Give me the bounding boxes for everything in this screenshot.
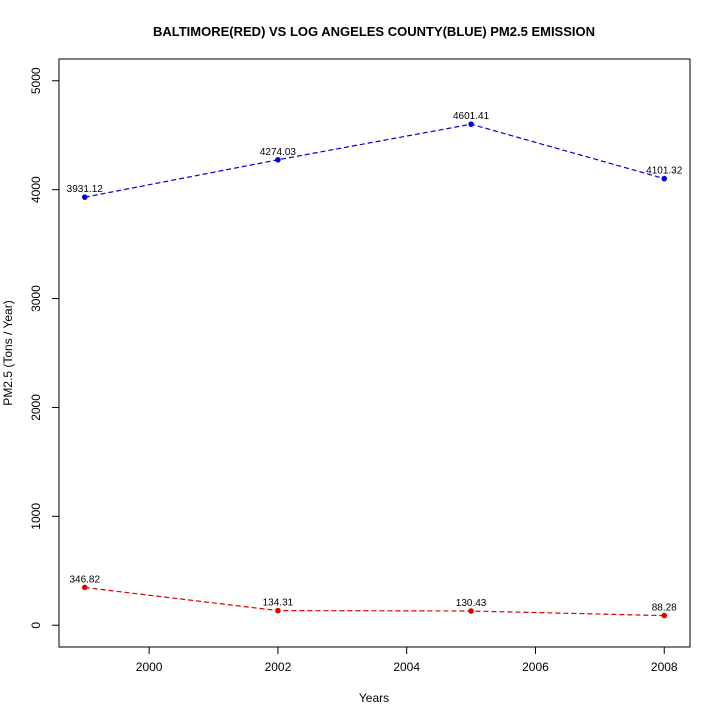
plot-frame xyxy=(58,58,691,648)
data-label: 4101.32 xyxy=(646,166,683,177)
data-point xyxy=(81,584,88,591)
data-label: 88.28 xyxy=(652,603,677,614)
y-tick-label: 5000 xyxy=(29,67,43,94)
data-point xyxy=(661,175,668,182)
x-axis-label: Years xyxy=(359,691,389,705)
data-label: 4601.41 xyxy=(453,111,490,122)
data-label: 134.31 xyxy=(263,598,294,609)
data-point xyxy=(468,608,474,614)
y-axis-label: PM2.5 (Tons / Year) xyxy=(1,300,15,405)
y-tick-label: 1000 xyxy=(29,503,43,530)
x-tick-label: 2000 xyxy=(136,660,163,674)
chart-title: BALTIMORE(RED) VS LOG ANGELES COUNTY(BLU… xyxy=(153,24,595,39)
y-tick-label: 4000 xyxy=(29,176,43,203)
data-label: 130.43 xyxy=(456,598,487,609)
x-tick-label: 2004 xyxy=(393,660,420,674)
data-label: 3931.12 xyxy=(67,184,104,195)
data-point xyxy=(81,194,88,200)
y-tick-label: 0 xyxy=(29,622,43,629)
y-tick-label: 3000 xyxy=(29,285,43,312)
data-point xyxy=(661,612,668,619)
x-tick-label: 2006 xyxy=(522,660,549,674)
x-tick-label: 2008 xyxy=(651,660,678,674)
data-point xyxy=(468,121,474,127)
series-line xyxy=(84,123,665,198)
data-label: 4274.03 xyxy=(260,147,297,158)
series-layer: 3931.12 4274.03 4601.41 4101.32 346.82 134.31… xyxy=(67,111,683,619)
data-label: 346.82 xyxy=(69,574,100,585)
y-axis: 0 1000 2000 3000 4000 5000 xyxy=(29,67,60,629)
data-point xyxy=(275,157,281,163)
x-axis: 2000 2002 2004 2006 2008 xyxy=(136,646,678,674)
y-tick-label: 2000 xyxy=(29,394,43,421)
series-line xyxy=(84,586,665,617)
x-tick-label: 2002 xyxy=(265,660,292,674)
data-point xyxy=(275,607,281,614)
